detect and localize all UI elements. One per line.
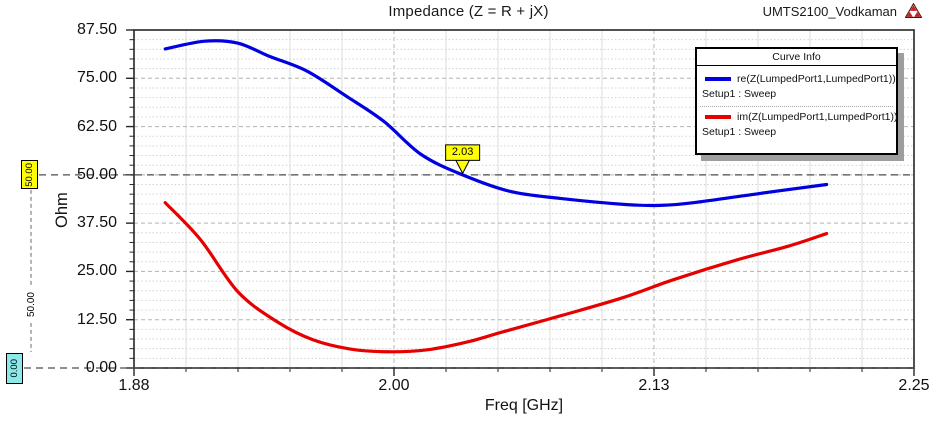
project-name: UMTS2100_Vodkaman [762,4,897,19]
marker-value-box-50[interactable]: 50.00 [21,160,38,190]
marker-delta-label: 50.00 [24,287,39,323]
im-curve-label: im(Z(LumpedPort1,LumpedPort1)) [737,111,898,123]
re-impedance-trace[interactable] [163,39,829,208]
im-curve-color-sample [705,115,731,119]
legend-separator [700,106,893,107]
y-tick-label: 25.00 [76,262,117,280]
legend-title: Curve Info [697,49,896,66]
re-curve-label: re(Z(LumpedPort1,LumpedPort1)) [737,73,896,85]
x-tick-label: 2.13 [638,377,670,394]
legend-box[interactable]: Curve Info re(Z(LumpedPort1,LumpedPort1)… [695,47,898,155]
chart-title: Impedance (Z = R + jX) [388,3,549,20]
y-tick-label: 50.00 [76,165,117,183]
y-tick-label: 62.50 [76,117,117,135]
ansoft-logo-icon [905,3,922,18]
legend-entry-im[interactable]: im(Z(LumpedPort1,LumpedPort1)) [700,111,897,123]
y-tick-label: 0.00 [85,359,117,376]
y-tick-label: 87.50 [76,21,117,38]
x-tick-label: 2.25 [898,377,930,394]
re-curve-sublabel: Setup1 : Sweep [702,88,777,100]
curve-marker-flag-shape [445,144,481,175]
marker-value-50-label: 50.00 [23,162,35,187]
plot-border [133,29,915,369]
x-tick-label: 2.00 [378,377,410,394]
marker-lines [24,174,914,369]
y-tick-label: 37.50 [76,214,117,232]
curve-marker-flag[interactable]: 2.03 [451,145,474,158]
marker-value-box-0[interactable]: 0.00 [6,352,23,384]
y-tick-label: 75.00 [76,69,117,87]
y-tick-label: 12.50 [76,310,117,328]
axis-ticks [126,29,915,376]
marker-value-0-label: 0.00 [8,358,20,378]
im-impedance-trace[interactable] [163,201,829,354]
im-curve-sublabel: Setup1 : Sweep [702,126,777,138]
legend-entry-re[interactable]: re(Z(LumpedPort1,LumpedPort1)) [700,73,896,85]
x-axis-title: Freq [GHz] [484,397,564,414]
re-curve-color-sample [705,77,731,81]
x-tick-label: 1.88 [118,377,150,394]
